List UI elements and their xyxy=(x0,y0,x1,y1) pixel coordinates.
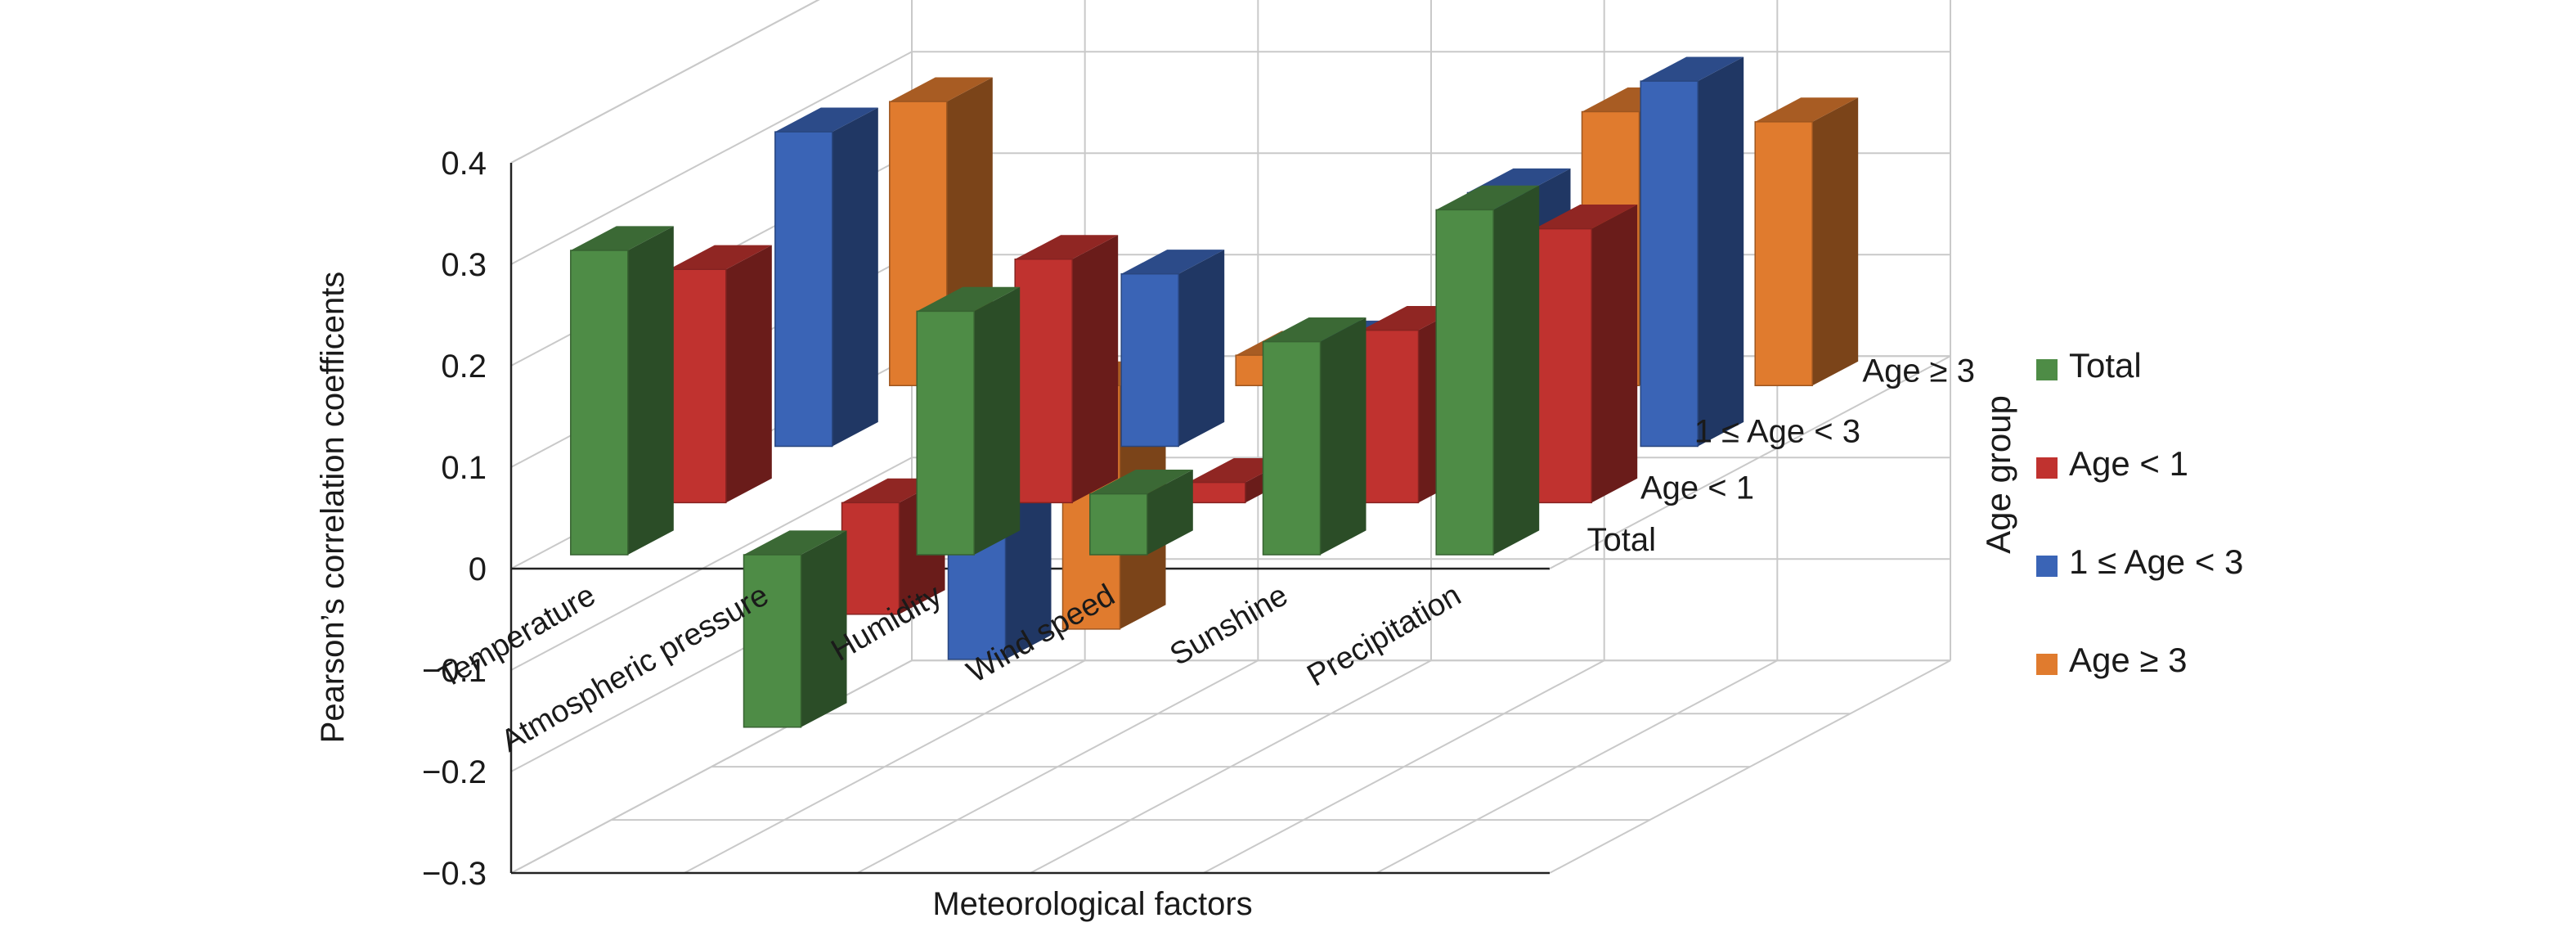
bars xyxy=(570,56,1859,728)
bar-top xyxy=(1534,205,1638,229)
bar xyxy=(1640,56,1744,448)
bar-top xyxy=(1755,97,1859,122)
legend-entry: Age < 1 xyxy=(2036,444,2188,483)
bar-front xyxy=(841,502,900,615)
bar xyxy=(1014,235,1119,504)
y-tick-label: −0.2 xyxy=(422,754,487,790)
bar-top xyxy=(1121,250,1225,274)
bar-side xyxy=(801,530,847,727)
bar-front xyxy=(1754,121,1813,387)
y-tick-label: −0.3 xyxy=(422,856,487,892)
bar-top xyxy=(1263,317,1367,342)
bar-front xyxy=(1360,329,1420,504)
bar-top xyxy=(1640,56,1744,82)
y-tick-label: 0.3 xyxy=(441,247,487,283)
legend-label: Age < 1 xyxy=(2069,444,2188,483)
legend-swatch xyxy=(2036,359,2058,380)
legend-swatch xyxy=(2036,457,2058,479)
bar xyxy=(1435,185,1540,556)
bar xyxy=(668,245,772,504)
bar-top xyxy=(743,530,847,555)
legend-label: 1 ≤ Age < 3 xyxy=(2069,542,2243,581)
depth-axis-label: Total xyxy=(1587,522,1657,558)
bar xyxy=(1089,470,1193,556)
y-tick-label: −0.1 xyxy=(422,653,487,689)
legend-entry: Age ≥ 3 xyxy=(2036,641,2187,679)
bar-front xyxy=(1262,340,1322,556)
bar-side xyxy=(1147,470,1193,555)
bar-front xyxy=(774,131,833,448)
bar-top xyxy=(570,226,674,250)
bar-top xyxy=(889,77,993,102)
bar-side xyxy=(627,226,674,555)
depth-axis-label: Age ≥ 3 xyxy=(1862,353,1975,389)
bar-side xyxy=(832,107,878,447)
gridline-side xyxy=(510,0,820,164)
bar xyxy=(1120,250,1225,448)
legend-swatch xyxy=(2036,654,2058,675)
bar xyxy=(743,530,847,728)
y-axis-title: Pearson’s correlation coefficents xyxy=(315,272,351,744)
bar-front xyxy=(1187,481,1246,504)
y-tick-label: 0.2 xyxy=(441,349,487,385)
bar-top xyxy=(1015,235,1119,259)
bar-front xyxy=(1640,80,1699,448)
bar-side xyxy=(974,286,1021,555)
gridline-side xyxy=(510,457,913,671)
bar-front xyxy=(668,268,727,504)
bar xyxy=(774,107,878,448)
bar-front xyxy=(1120,272,1179,448)
legend-swatch xyxy=(2036,556,2058,577)
gridline-side xyxy=(510,51,913,265)
bar-side xyxy=(1698,56,1744,447)
bar-top xyxy=(1436,185,1540,210)
bar-top xyxy=(668,245,772,270)
bar-side xyxy=(1178,250,1225,447)
bar xyxy=(916,286,1021,556)
bar-top xyxy=(1089,470,1193,494)
bar-side xyxy=(1320,317,1367,555)
bar-front xyxy=(1089,493,1148,556)
bar-top xyxy=(917,286,1021,312)
bar-front xyxy=(743,554,802,728)
bar-front xyxy=(1435,209,1494,556)
bar-side xyxy=(1591,205,1638,503)
bar-side xyxy=(1812,97,1859,386)
bar-side xyxy=(725,245,772,503)
zero-line-right xyxy=(1549,355,1951,569)
x-axis-title: Meteorological factors xyxy=(932,886,1252,922)
bar xyxy=(570,226,674,556)
bar-front xyxy=(916,310,975,556)
legend: Age group Total Age < 1 1 ≤ Age < 3 Age ≥ 3 xyxy=(1979,346,2243,679)
bar-front xyxy=(1014,259,1073,504)
depth-axis-label: Age < 1 xyxy=(1640,470,1754,506)
y-tick-label: 0.1 xyxy=(441,450,487,486)
legend-title: Age group xyxy=(1979,395,2017,554)
x-tick-label: Precipitation xyxy=(1302,578,1467,693)
legend-entry: 1 ≤ Age < 3 xyxy=(2036,542,2243,581)
legend-entry: Total xyxy=(2036,346,2142,385)
bar-front xyxy=(1533,227,1592,504)
bar xyxy=(1533,205,1638,504)
y-tick-label: 0 xyxy=(469,551,487,587)
y-tick-label: 0.4 xyxy=(441,146,487,182)
depth-axis-label: 1 ≤ Age < 3 xyxy=(1694,414,1860,450)
legend-label: Age ≥ 3 xyxy=(2069,641,2187,679)
bar xyxy=(1754,97,1859,387)
bar-top xyxy=(774,107,878,133)
bar-side xyxy=(1493,185,1540,556)
bar-side xyxy=(1072,235,1119,503)
x-tick-label: Sunshine xyxy=(1165,578,1294,673)
legend-label: Total xyxy=(2069,346,2142,385)
bar xyxy=(1262,317,1367,556)
bar-front xyxy=(570,250,629,556)
